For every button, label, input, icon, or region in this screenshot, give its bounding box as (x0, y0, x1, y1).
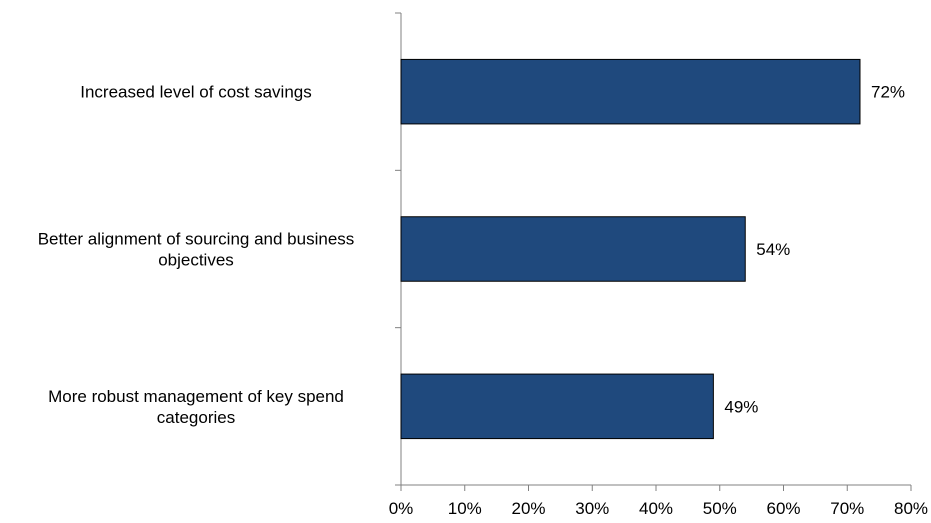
x-tick-label: 80% (894, 499, 928, 518)
data-label: 54% (756, 240, 790, 259)
x-tick-label: 10% (448, 499, 482, 518)
x-axis-group: 0% 10% 20% 30% 40% 50% 60% 70% 80% (389, 484, 928, 518)
category-label: More robust management of key spend categ… (48, 387, 344, 427)
bars-group (400, 58, 861, 440)
category-label-line: More robust management of key spend (48, 387, 344, 406)
category-label-line: Better alignment of sourcing and busines… (38, 230, 355, 249)
category-label: Increased level of cost savings (80, 83, 312, 102)
y-axis-group (395, 12, 402, 486)
data-label: 49% (724, 397, 758, 416)
x-tick-label: 30% (575, 499, 609, 518)
x-tick-label: 0% (389, 499, 414, 518)
category-label: Better alignment of sourcing and busines… (38, 230, 355, 270)
x-tick-label: 60% (766, 499, 800, 518)
x-tick-label: 50% (703, 499, 737, 518)
x-tick-label: 40% (639, 499, 673, 518)
category-label-line: categories (157, 408, 235, 427)
labels-group: 72% Increased level of cost savings 54% Bet… (38, 83, 905, 427)
category-label-line: Increased level of cost savings (80, 83, 312, 102)
category-label-line: objectives (158, 251, 234, 270)
bar (400, 58, 861, 125)
x-tick-label: 20% (511, 499, 545, 518)
bar (400, 373, 714, 440)
x-tick-label: 70% (830, 499, 864, 518)
data-label: 72% (871, 83, 905, 102)
bar (400, 216, 746, 282)
